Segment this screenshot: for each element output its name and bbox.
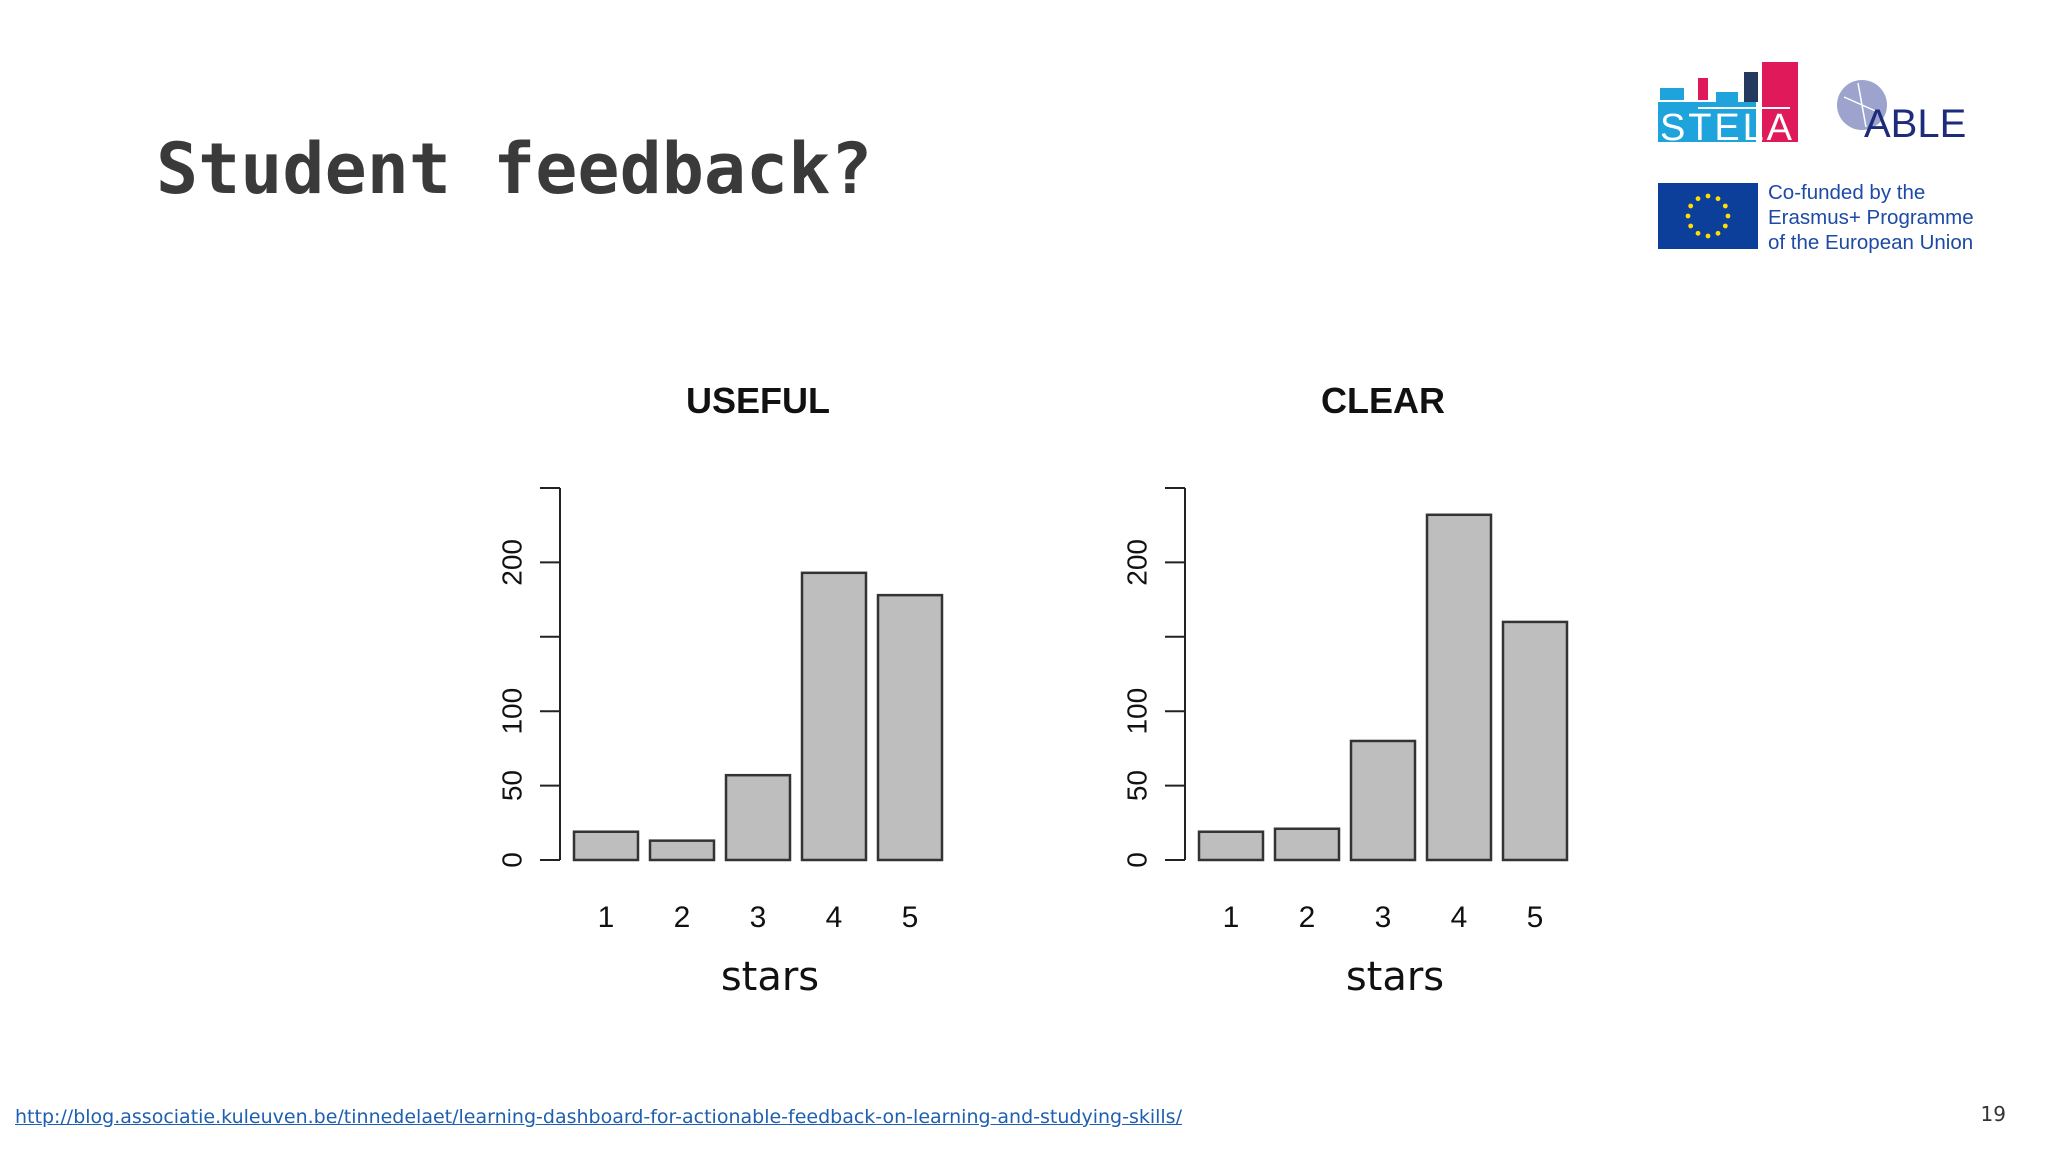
eu-text-line: of the European Union — [1768, 231, 1974, 254]
bar — [724, 773, 792, 862]
x-axis-label: stars — [1346, 954, 1444, 1000]
y-tick-label: 50 — [1121, 770, 1152, 801]
chart-title: USEFUL — [686, 380, 830, 421]
y-tick-label: 0 — [1121, 852, 1152, 868]
x-tick-label: 4 — [1451, 901, 1468, 934]
y-tick-label: 100 — [496, 688, 527, 735]
source-link[interactable]: http://blog.associatie.kuleuven.be/tinne… — [15, 1106, 1182, 1128]
eu-star-icon — [1688, 223, 1694, 229]
x-tick-label: 3 — [1375, 901, 1392, 934]
able-logo: ABLE — [1837, 80, 1966, 145]
bar — [1425, 513, 1493, 862]
x-tick-label: 2 — [674, 901, 691, 934]
bar — [1349, 739, 1417, 862]
eu-star-icon — [1722, 223, 1728, 229]
y-tick-label: 200 — [496, 539, 527, 586]
eu-star-icon — [1725, 213, 1731, 219]
able-wordmark: ABLE — [1864, 102, 1966, 145]
logo-area: STELA ABLE Co-funded by the Erasmus+ Pro… — [1650, 55, 1990, 265]
eu-star-icon — [1695, 230, 1701, 236]
x-tick-label: 4 — [826, 901, 843, 934]
eu-star-icon — [1705, 193, 1711, 199]
page-number: 19 — [1980, 1102, 2006, 1126]
eu-star-icon — [1695, 196, 1701, 202]
eu-text-line: Erasmus+ Programme — [1768, 206, 1974, 229]
bar — [876, 593, 944, 862]
bar — [572, 830, 640, 862]
chart-clear-svg: CLEAR 0 50 100 200 1 2 3 4 5 stars — [1121, 380, 1569, 1000]
eu-star-icon — [1715, 196, 1721, 202]
eu-flag-field — [1658, 183, 1758, 249]
stela-wordmark: STELA — [1660, 107, 1793, 145]
bar — [1273, 827, 1341, 862]
chart-useful: USEFUL 0 50 100 200 1 2 3 4 5 stars — [470, 370, 1030, 1010]
chart-useful-svg: USEFUL 0 50 100 200 1 2 3 4 5 stars — [496, 380, 944, 1000]
chart-clear: CLEAR 0 50 100 200 1 2 3 4 5 stars — [1095, 370, 1655, 1010]
eu-flag-icon — [1658, 183, 1758, 249]
x-tick-label: 1 — [1223, 901, 1240, 934]
bar — [1197, 830, 1265, 862]
chart-title: CLEAR — [1321, 380, 1445, 421]
x-tick-label: 5 — [902, 901, 919, 934]
y-tick-label: 50 — [496, 770, 527, 801]
y-tick-label: 100 — [1121, 688, 1152, 735]
eu-star-icon — [1705, 233, 1711, 239]
eu-text-line: Co-funded by the — [1768, 181, 1926, 204]
x-tick-label: 3 — [750, 901, 767, 934]
y-tick-label: 200 — [1121, 539, 1152, 586]
eu-star-icon — [1715, 230, 1721, 236]
bar — [800, 571, 868, 862]
eu-star-icon — [1688, 203, 1694, 209]
x-tick-label: 2 — [1299, 901, 1316, 934]
eu-cofunded-text: Co-funded by the Erasmus+ Programme of t… — [1768, 180, 1974, 255]
y-tick-label: 0 — [496, 852, 527, 868]
slide-title: Student feedback? — [156, 128, 873, 210]
x-axis-label: stars — [721, 954, 819, 1000]
bar — [1501, 620, 1569, 862]
eu-star-icon — [1722, 203, 1728, 209]
x-tick-label: 5 — [1527, 901, 1544, 934]
bar — [648, 839, 716, 862]
x-tick-label: 1 — [598, 901, 615, 934]
stela-logo: STELA — [1658, 62, 1798, 145]
eu-star-icon — [1685, 213, 1691, 219]
